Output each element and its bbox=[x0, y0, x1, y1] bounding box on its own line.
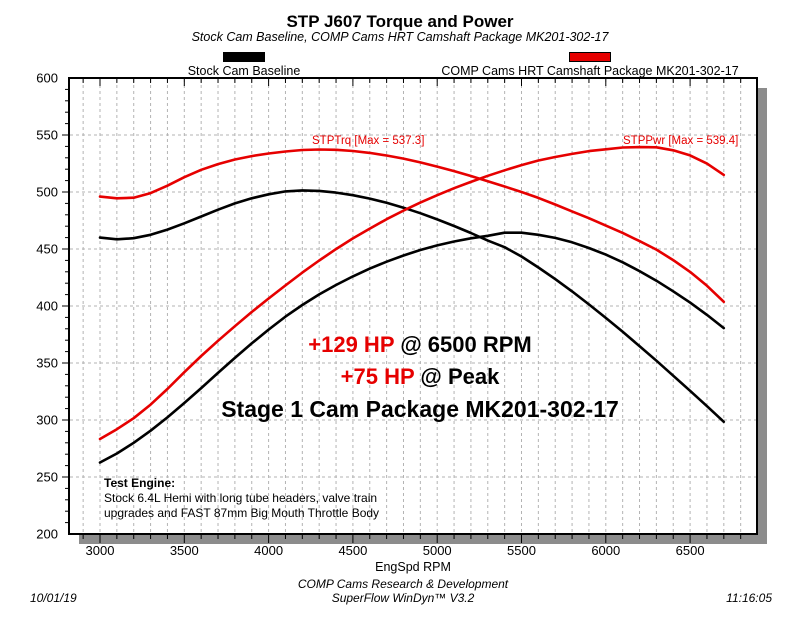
x-tick-label: 6000 bbox=[591, 543, 620, 558]
legend-entry-comp: COMP Cams HRT Camshaft Package MK201-302… bbox=[430, 52, 750, 78]
x-tick-label: 6500 bbox=[676, 543, 705, 558]
x-axis-title: EngSpd RPM bbox=[375, 560, 451, 574]
y-tick-label: 450 bbox=[36, 242, 58, 257]
y-tick-label: 250 bbox=[36, 470, 58, 485]
legend-entry-stock: Stock Cam Baseline bbox=[144, 52, 344, 78]
gain-line-3: Stage 1 Cam Package MK201-302-17 bbox=[221, 396, 619, 422]
footer-software: SuperFlow WinDyn™ V3.2 bbox=[331, 591, 475, 605]
test-engine-line1: Stock 6.4L Hemi with long tube headers, … bbox=[104, 491, 378, 505]
x-tick-label: 4500 bbox=[338, 543, 367, 558]
curve-series-1 bbox=[98, 231, 726, 464]
legend-swatch-comp bbox=[569, 52, 611, 62]
x-tick-label: 5500 bbox=[507, 543, 536, 558]
run-date: 10/01/19 bbox=[30, 591, 77, 605]
gain-line-2: +75 HP @ Peak bbox=[20, 361, 800, 393]
y-tick-label: 400 bbox=[36, 299, 58, 314]
legend-swatch-stock bbox=[223, 52, 265, 62]
x-tick-label: 3000 bbox=[86, 543, 115, 558]
legend-label-stock: Stock Cam Baseline bbox=[187, 64, 301, 78]
y-tick-label: 350 bbox=[36, 356, 58, 371]
stptrq-max-label: STPTrq [Max = 537.3] bbox=[312, 135, 425, 147]
legend-label-comp: COMP Cams HRT Camshaft Package MK201-302… bbox=[441, 64, 739, 78]
gain-line1-black: @ 6500 RPM bbox=[394, 332, 532, 357]
curve-series-2 bbox=[98, 148, 726, 304]
x-tick-label: 5000 bbox=[423, 543, 452, 558]
y-tick-label: 600 bbox=[36, 71, 58, 86]
y-tick-label: 200 bbox=[36, 527, 58, 542]
gain-line-1: +129 HP @ 6500 RPM bbox=[20, 329, 800, 361]
footer-company: COMP Cams Research & Development bbox=[297, 577, 509, 591]
gain-annotation: +129 HP @ 6500 RPM +75 HP @ Peak Stage 1… bbox=[20, 329, 800, 425]
test-engine-line2: upgrades and FAST 87mm Big Mouth Throttl… bbox=[104, 506, 380, 520]
y-tick-label: 500 bbox=[36, 185, 58, 200]
gain-line1-red: +129 HP bbox=[308, 332, 395, 357]
page-subtitle: Stock Cam Baseline, COMP Cams HRT Camsha… bbox=[191, 30, 609, 44]
test-engine-heading: Test Engine: bbox=[104, 476, 176, 490]
x-tick-label: 4000 bbox=[254, 543, 283, 558]
test-engine-note: Test Engine: Stock 6.4L Hemi with long t… bbox=[104, 476, 379, 521]
y-tick-label: 300 bbox=[36, 413, 58, 428]
stppwr-max-label: STPPwr [Max = 539.4] bbox=[623, 135, 739, 147]
curve-series-0 bbox=[98, 189, 726, 424]
gain-line2-black: @ Peak bbox=[414, 364, 500, 389]
y-tick-label: 550 bbox=[36, 128, 58, 143]
page-title: STP J607 Torque and Power bbox=[286, 12, 514, 31]
gain-line2-red: +75 HP bbox=[340, 364, 415, 389]
x-tick-label: 3500 bbox=[170, 543, 199, 558]
run-time: 11:16:05 bbox=[726, 591, 772, 605]
curve-series-3 bbox=[98, 145, 726, 441]
